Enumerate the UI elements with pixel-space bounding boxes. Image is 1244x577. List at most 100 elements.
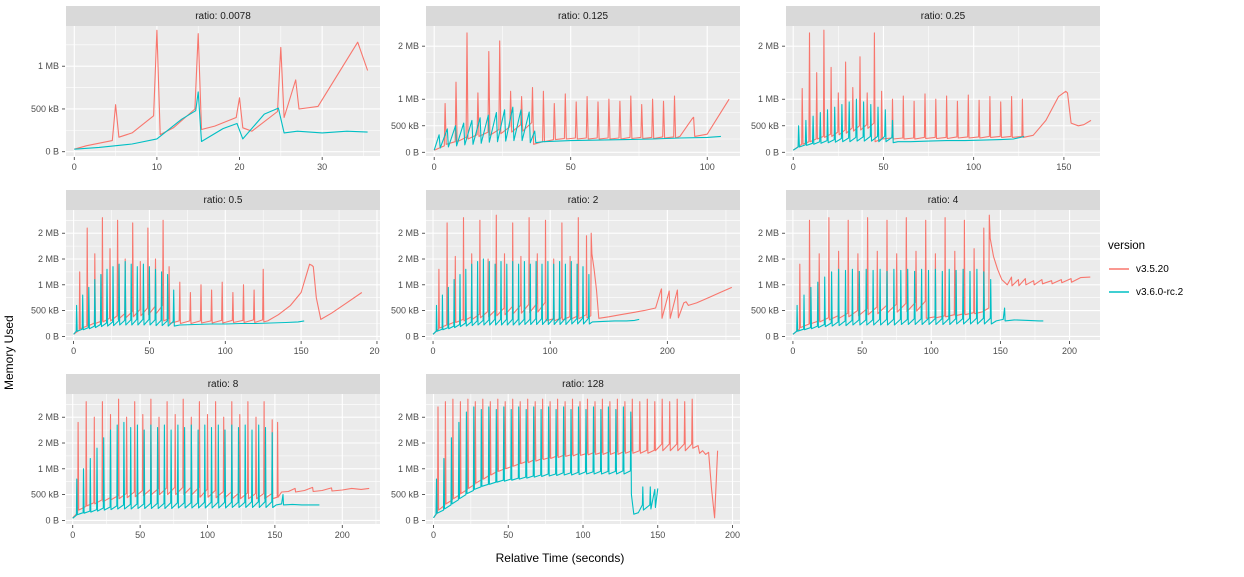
panel-bg <box>786 26 1100 156</box>
svg-text:200: 200 <box>1062 346 1077 356</box>
facet-ratio--2: ratio: 2 0 B 500 kB 1 MB 2 MB 2 MB 0 100 200 <box>380 190 740 358</box>
svg-text:0 B: 0 B <box>45 515 59 525</box>
svg-text:50: 50 <box>503 530 513 540</box>
facet-strip-label: ratio: 128 <box>426 374 740 394</box>
svg-text:500 kB: 500 kB <box>31 490 59 500</box>
series-line-v3.5.20 <box>74 29 369 150</box>
svg-text:0: 0 <box>791 162 796 172</box>
series-line-v3.5.20 <box>792 29 1092 151</box>
svg-text:200: 200 <box>335 530 350 540</box>
svg-text:50: 50 <box>566 162 576 172</box>
svg-text:150: 150 <box>1056 162 1071 172</box>
axis-tick-marks <box>62 65 323 160</box>
svg-text:200: 200 <box>369 346 380 356</box>
legend-item-v3.5.20: v3.5.20 <box>1108 262 1183 276</box>
x-axis-title: Relative Time (seconds) <box>495 551 625 565</box>
svg-text:500 kB: 500 kB <box>391 490 419 500</box>
axis-tick-labels: 0 B 500 kB 1 MB 2 MB 0 50 100 <box>391 41 715 172</box>
axis-tick-labels: 0 B 500 kB 1 MB 0 10 20 30 <box>31 61 327 172</box>
facet-ratio--4: ratio: 4 0 B 500 kB 1 MB 2 MB 2 MB 0 50 100 150 20… <box>740 190 1100 358</box>
svg-text:50: 50 <box>857 346 867 356</box>
legend-title: version <box>1108 240 1146 252</box>
axis-tick-labels: 0 B 500 kB 1 MB 2 MB 2 MB 0 50 100 150 200 <box>31 228 380 356</box>
svg-text:1 MB: 1 MB <box>38 61 59 71</box>
series-line-v3.6.0-rc.2 <box>432 258 640 335</box>
svg-text:0 B: 0 B <box>45 147 59 157</box>
svg-text:100: 100 <box>575 530 590 540</box>
svg-text:1 MB: 1 MB <box>398 94 419 104</box>
series-line-v3.6.0-rc.2 <box>792 268 1044 335</box>
axis-tick-marks <box>62 232 378 344</box>
facet-strip-label: ratio: 2 <box>426 190 740 210</box>
svg-text:2 MB: 2 MB <box>758 228 779 238</box>
axis-tick-marks <box>422 416 733 528</box>
facet-plot: 0 B 500 kB 1 MB 2 MB 2 MB 0 50 100 150 200 <box>31 394 380 540</box>
series-line-v3.6.0-rc.2 <box>433 406 659 519</box>
svg-text:0 B: 0 B <box>765 147 779 157</box>
svg-text:100: 100 <box>218 346 233 356</box>
svg-text:30: 30 <box>317 162 327 172</box>
svg-text:1 MB: 1 MB <box>38 280 59 290</box>
svg-text:2 MB: 2 MB <box>38 228 59 238</box>
svg-text:0 B: 0 B <box>405 147 419 157</box>
minor-gridlines <box>786 26 1100 156</box>
facet-plot: 0 B 500 kB 1 MB 2 MB 0 50 100 <box>391 26 740 172</box>
facet-plot: 0 B 500 kB 1 MB 2 MB 0 50 100 150 <box>751 26 1100 172</box>
facet-ratio--0.25: ratio: 0.25 0 B 500 kB 1 MB 2 MB 0 50 100 150 <box>740 6 1100 174</box>
svg-text:2 MB: 2 MB <box>38 438 59 448</box>
svg-text:50: 50 <box>135 530 145 540</box>
svg-text:0 B: 0 B <box>405 331 419 341</box>
svg-text:0: 0 <box>431 346 436 356</box>
axis-tick-labels: 0 B 500 kB 1 MB 2 MB 2 MB 0 50 100 150 200 <box>391 412 740 540</box>
facet-plot: 0 B 500 kB 1 MB 2 MB 2 MB 0 50 100 150 200 <box>31 210 380 356</box>
svg-text:2 MB: 2 MB <box>398 438 419 448</box>
svg-text:150: 150 <box>993 346 1008 356</box>
svg-text:500 kB: 500 kB <box>751 121 779 131</box>
svg-text:10: 10 <box>152 162 162 172</box>
svg-text:20: 20 <box>235 162 245 172</box>
svg-text:500 kB: 500 kB <box>391 306 419 316</box>
y-axis-title: Memory Used <box>2 315 16 390</box>
svg-text:0 B: 0 B <box>405 515 419 525</box>
facet-plot: 0 B 500 kB 1 MB 2 MB 2 MB 0 50 100 150 200 <box>391 394 740 540</box>
facet-ratio--8: ratio: 8 0 B 500 kB 1 MB 2 MB 2 MB 0 50 100 150 20… <box>20 374 380 542</box>
svg-text:200: 200 <box>660 346 675 356</box>
facet-grid: ratio: 0.0078 0 B 500 kB 1 MB 0 10 20 30 ratio: … <box>20 6 1100 542</box>
svg-text:2 MB: 2 MB <box>398 228 419 238</box>
svg-text:2 MB: 2 MB <box>398 254 419 264</box>
svg-text:0: 0 <box>431 530 436 540</box>
svg-text:2 MB: 2 MB <box>758 254 779 264</box>
series-line-v3.6.0-rc.2 <box>73 261 305 335</box>
svg-text:0: 0 <box>70 530 75 540</box>
series-line-v3.6.0-rc.2 <box>433 106 721 151</box>
facet-plot: 0 B 500 kB 1 MB 2 MB 2 MB 0 50 100 150 200 <box>751 210 1100 356</box>
svg-text:1 MB: 1 MB <box>38 464 59 474</box>
svg-text:50: 50 <box>878 162 888 172</box>
facet-plot: 0 B 500 kB 1 MB 2 MB 2 MB 0 100 200 <box>391 210 740 356</box>
svg-text:1 MB: 1 MB <box>758 280 779 290</box>
legend-item-label: v3.5.20 <box>1136 263 1169 275</box>
svg-text:150: 150 <box>294 346 309 356</box>
svg-text:500 kB: 500 kB <box>751 306 779 316</box>
svg-text:0 B: 0 B <box>765 331 779 341</box>
axis-tick-marks <box>62 416 343 528</box>
svg-text:100: 100 <box>924 346 939 356</box>
svg-text:1 MB: 1 MB <box>398 280 419 290</box>
svg-text:500 kB: 500 kB <box>391 121 419 131</box>
svg-text:100: 100 <box>700 162 715 172</box>
axis-tick-marks <box>422 232 668 344</box>
svg-text:500 kB: 500 kB <box>31 306 59 316</box>
svg-text:100: 100 <box>543 346 558 356</box>
legend: version v3.5.20 v3.6.0-rc.2 <box>1108 240 1183 308</box>
svg-text:2 MB: 2 MB <box>38 412 59 422</box>
svg-text:2 MB: 2 MB <box>398 412 419 422</box>
svg-text:100: 100 <box>966 162 981 172</box>
svg-text:0: 0 <box>432 162 437 172</box>
facet-strip-label: ratio: 0.125 <box>426 6 740 26</box>
series-line-v3.6.0-rc.2 <box>72 421 320 519</box>
svg-text:150: 150 <box>650 530 665 540</box>
axis-tick-marks <box>782 232 1070 344</box>
series-line-v3.6.0-rc.2 <box>74 91 368 150</box>
facet-plot: 0 B 500 kB 1 MB 0 10 20 30 <box>31 26 380 172</box>
